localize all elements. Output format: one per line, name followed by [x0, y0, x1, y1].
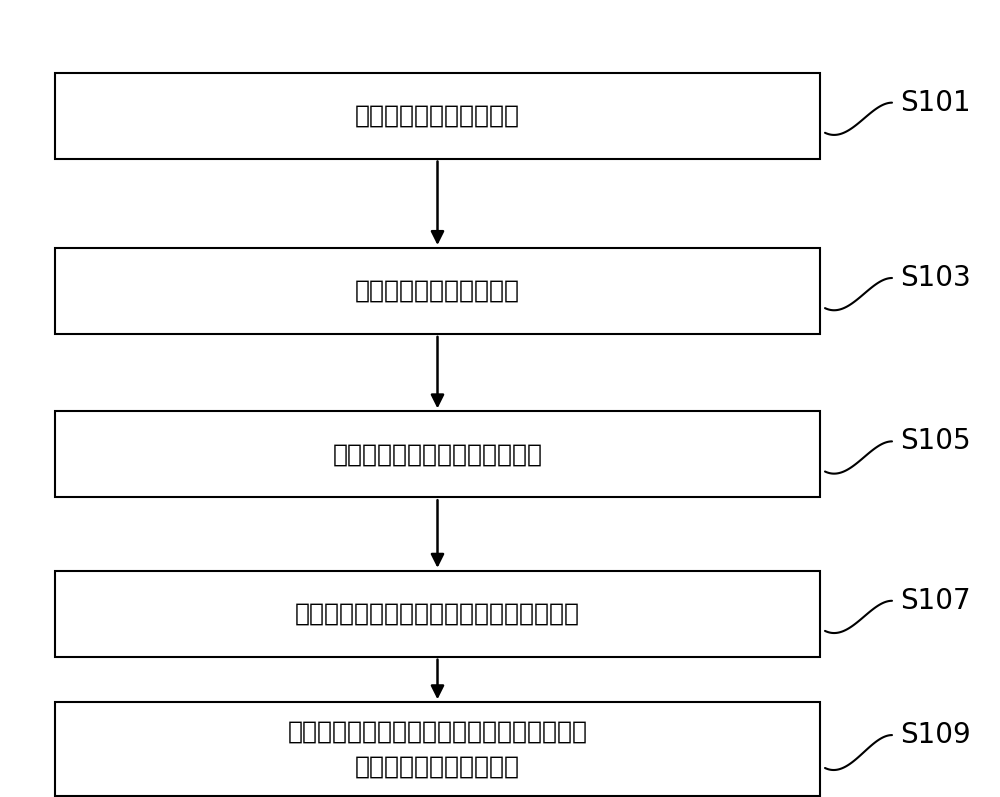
- Text: S103: S103: [900, 264, 971, 292]
- Text: S105: S105: [900, 427, 971, 455]
- Text: 在衬底上制作完成器件层: 在衬底上制作完成器件层: [355, 279, 520, 303]
- Text: S107: S107: [900, 587, 971, 614]
- Text: S101: S101: [900, 88, 971, 116]
- Text: 在所述器件层之上生长场氧化层: 在所述器件层之上生长场氧化层: [332, 442, 542, 466]
- Bar: [55, 73, 820, 159]
- Bar: [55, 248, 820, 334]
- Text: 对所述多晶硅层进行多次离子掺杂分别形成多
个不同阻值的多晶硅电阻: 对所述多晶硅层进行多次离子掺杂分别形成多 个不同阻值的多晶硅电阻: [288, 720, 588, 779]
- Bar: [55, 571, 820, 657]
- Bar: [55, 702, 820, 796]
- Text: S109: S109: [900, 721, 971, 749]
- Text: 在所述场氧化层之上生长无掺杂的多晶硅层: 在所述场氧化层之上生长无掺杂的多晶硅层: [295, 602, 580, 626]
- Bar: [55, 411, 820, 497]
- Text: 提供第一导电类型的衬底: 提供第一导电类型的衬底: [355, 104, 520, 128]
